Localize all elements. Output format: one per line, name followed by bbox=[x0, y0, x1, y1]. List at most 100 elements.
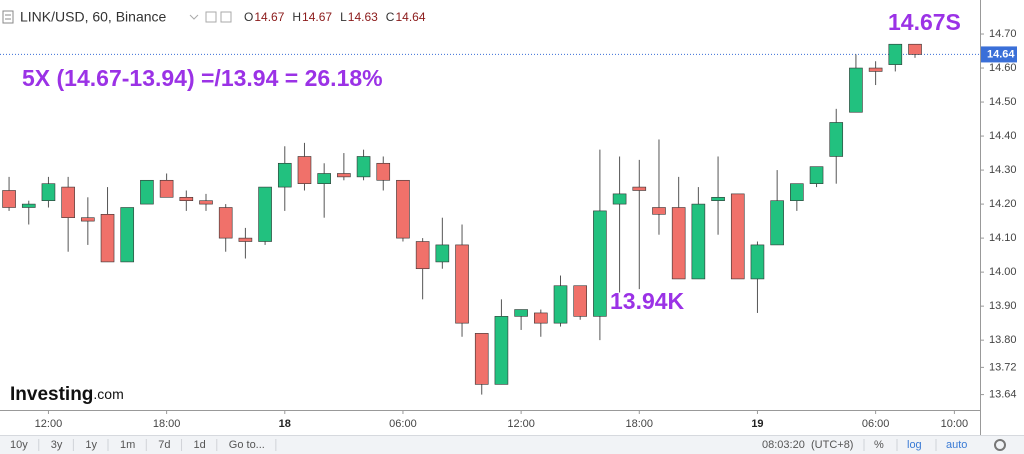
candle-body bbox=[711, 196, 725, 201]
x-tick-label: 18:00 bbox=[626, 418, 654, 430]
candle-body bbox=[770, 200, 784, 246]
toolbar-items: 10y 3y 1y 1m 7d 1d Go to... 08:03:20 (UTC+8)% log… bbox=[10, 439, 1006, 451]
candle-body bbox=[238, 237, 253, 242]
candle-body bbox=[21, 203, 36, 208]
candle-body bbox=[356, 156, 371, 178]
candle-body bbox=[730, 193, 745, 280]
candle-body bbox=[632, 186, 647, 191]
candle-body bbox=[41, 183, 56, 201]
option-button[interactable]: % bbox=[874, 439, 884, 451]
candle-body bbox=[297, 156, 312, 184]
candle-body bbox=[573, 285, 588, 317]
range-button[interactable]: 3y bbox=[51, 439, 63, 451]
y-tick-label: 13.90 bbox=[989, 300, 1017, 312]
option-button[interactable]: auto bbox=[946, 439, 967, 451]
range-button[interactable]: 1d bbox=[194, 439, 206, 451]
x-tick-label: 10:00 bbox=[941, 418, 969, 430]
y-tick-label: 13.72 bbox=[989, 361, 1017, 373]
x-tick-label: 12:00 bbox=[35, 418, 63, 430]
clock: 08:03:20 bbox=[762, 439, 805, 451]
candle-body bbox=[199, 200, 213, 205]
annotation: 14.67S bbox=[888, 9, 961, 35]
candle-body bbox=[159, 179, 174, 198]
range-button[interactable]: 1y bbox=[85, 439, 97, 451]
candle-body bbox=[829, 122, 844, 157]
ohlc-value: 14.63 bbox=[348, 10, 378, 24]
x-tick-label: 19 bbox=[751, 418, 763, 430]
candle-body bbox=[514, 309, 528, 317]
x-tick-label: 18 bbox=[279, 418, 291, 430]
ohlc-label: C bbox=[386, 10, 395, 24]
dropdown-arrow[interactable] bbox=[189, 14, 199, 20]
candle-body bbox=[671, 207, 686, 280]
candle-body bbox=[474, 333, 489, 385]
last-price-tag bbox=[981, 46, 1017, 63]
candle-body bbox=[376, 162, 391, 181]
option-button[interactable]: log bbox=[907, 439, 922, 451]
candle-body bbox=[277, 162, 292, 188]
y-tick-label: 14.20 bbox=[989, 198, 1017, 210]
toolbar bbox=[0, 435, 1024, 454]
candle-body bbox=[612, 193, 627, 205]
y-tick-label: 13.64 bbox=[989, 388, 1017, 400]
range-button[interactable]: Go to... bbox=[229, 439, 265, 451]
candle-body bbox=[100, 213, 115, 263]
y-tick-label: 14.50 bbox=[989, 96, 1017, 108]
plot bbox=[0, 43, 980, 395]
settings-icon[interactable] bbox=[220, 11, 232, 23]
range-button[interactable]: 7d bbox=[158, 439, 170, 451]
y-tick-label: 14.30 bbox=[989, 164, 1017, 176]
x-tick-label: 06:00 bbox=[389, 418, 417, 430]
collapse-icon[interactable] bbox=[2, 10, 14, 24]
y-tick-label: 14.40 bbox=[989, 130, 1017, 142]
candle-body bbox=[396, 179, 410, 239]
candle-body bbox=[81, 217, 95, 222]
candle-body bbox=[317, 173, 331, 184]
ohlc-value: 14.67 bbox=[302, 10, 332, 24]
settings-gear[interactable] bbox=[994, 439, 1006, 451]
candle-body bbox=[908, 43, 922, 55]
candle-body bbox=[494, 316, 509, 385]
candle-body bbox=[750, 244, 765, 280]
logo: Investing.com bbox=[10, 384, 124, 405]
logo-suffix: .com bbox=[93, 386, 123, 402]
candle-body bbox=[790, 183, 804, 201]
candle-body bbox=[868, 67, 883, 72]
ohlc-value: 14.67 bbox=[254, 10, 284, 24]
range-button[interactable]: 10y bbox=[10, 439, 28, 451]
candle-body bbox=[691, 203, 706, 280]
y-tick-label: 14.10 bbox=[989, 232, 1017, 244]
y-tick-label: 13.80 bbox=[989, 334, 1017, 346]
symbol-title: LINK/USD, 60, Binance bbox=[20, 9, 167, 25]
annotation: 5X (14.67-13.94) =/13.94 = 26.18% bbox=[22, 65, 383, 91]
candle-body bbox=[593, 210, 607, 317]
candle-body bbox=[652, 207, 666, 215]
ohlc-label: H bbox=[292, 10, 301, 24]
candle-body bbox=[888, 43, 903, 65]
y-tick-label: 14.60 bbox=[989, 62, 1017, 74]
candle-body bbox=[258, 186, 272, 242]
ohlc-label: O bbox=[244, 10, 253, 24]
y-tick-label: 14.00 bbox=[989, 266, 1017, 278]
candle-body bbox=[120, 207, 135, 263]
ohlc-label: L bbox=[340, 10, 347, 24]
candle-body bbox=[415, 241, 430, 270]
candle-body bbox=[337, 173, 351, 178]
candle-body bbox=[455, 244, 469, 324]
candle-body bbox=[179, 196, 194, 201]
ohlc-value: 14.64 bbox=[395, 10, 425, 24]
range-button[interactable]: 1m bbox=[120, 439, 135, 451]
candle-body bbox=[553, 285, 568, 324]
candle-body bbox=[2, 190, 16, 208]
candle-body bbox=[218, 207, 233, 239]
eye-icon[interactable] bbox=[205, 11, 217, 23]
x-tick-label: 18:00 bbox=[153, 418, 181, 430]
x-tick-label: 06:00 bbox=[862, 418, 890, 430]
candle-body bbox=[809, 166, 824, 184]
last-price-label: 14.64 bbox=[987, 48, 1015, 60]
timezone[interactable]: (UTC+8) bbox=[811, 439, 853, 451]
x-tick-label: 12:00 bbox=[507, 418, 535, 430]
y-tick-label: 14.70 bbox=[989, 28, 1017, 40]
candle-body bbox=[140, 179, 154, 205]
